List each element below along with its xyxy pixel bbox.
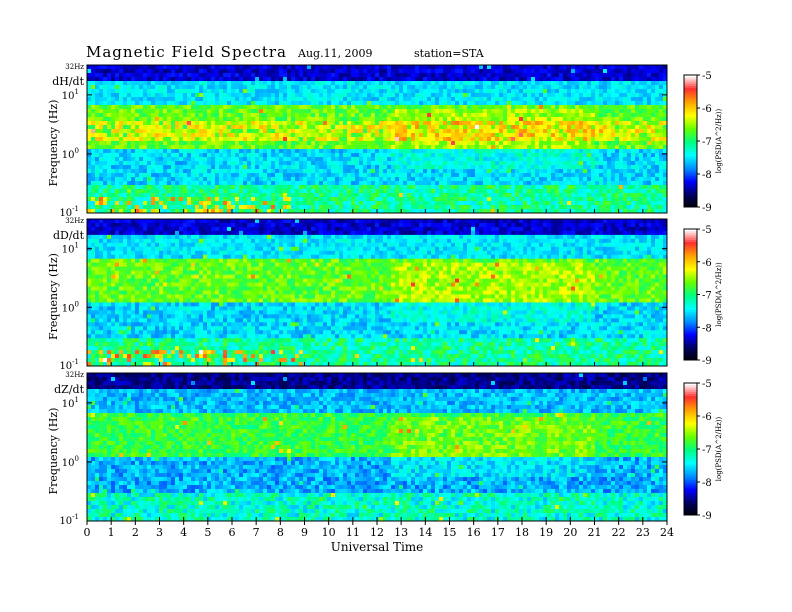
x-tick-label: 4 [180, 526, 187, 539]
x-tick-label: 8 [277, 526, 284, 539]
y-tick-label: 10-1 [59, 205, 79, 219]
x-tick-label: 23 [636, 526, 650, 539]
chart-title: Magnetic Field Spectra [86, 43, 287, 61]
y-tick-label: 101 [62, 242, 79, 256]
colorbar-tick-label: -6 [702, 412, 712, 423]
y-tick-label: 10-1 [59, 358, 79, 372]
y-top-label: 32Hz [65, 371, 84, 379]
x-tick-label: 19 [539, 526, 553, 539]
colorbar-tick-label: -7 [702, 137, 712, 148]
x-tick-label: 1 [108, 526, 115, 539]
colorbar-label: log(PSD(A^2/Hz)) [715, 416, 723, 481]
colorbar-tick-label: -7 [702, 291, 712, 302]
x-tick-label: 15 [443, 526, 457, 539]
colorbar-tick-label: -8 [702, 170, 712, 181]
x-axis-label: Universal Time [331, 540, 424, 554]
x-tick-label: 12 [370, 526, 384, 539]
y-axis-label: Frequency (Hz) [47, 408, 60, 495]
x-tick-label: 3 [156, 526, 163, 539]
colorbar-tick-label: -8 [702, 323, 712, 334]
colorbar-label: log(PSD(A^2/Hz)) [715, 262, 723, 327]
colorbar-3: -5 -6 -7 -8 -9 log(PSD(A^2/Hz)) [683, 379, 723, 522]
panel-label: dD/dt [53, 229, 85, 242]
y-tick-label: 100 [62, 455, 79, 469]
x-tick-label: 5 [204, 526, 211, 539]
spectrogram-cells [87, 65, 668, 214]
chart-date: Aug.11, 2009 [298, 47, 373, 60]
spectrogram-panel-3: dZ/dt 32Hz 101 100 10-1 Frequency (Hz) [47, 371, 668, 527]
x-tick-label: 24 [660, 526, 674, 539]
y-top-label: 32Hz [65, 217, 84, 225]
colorbar-tick-label: -5 [702, 225, 712, 236]
x-tick-label: 11 [346, 526, 360, 539]
x-tick-label: 18 [515, 526, 529, 539]
colorbar-tick-label: -5 [702, 71, 712, 82]
x-tick-label: 20 [563, 526, 577, 539]
x-tick-label: 6 [229, 526, 236, 539]
colorbar-tick-label: -6 [702, 104, 712, 115]
y-tick-label: 100 [62, 300, 79, 314]
colorbar-tick-label: -8 [702, 478, 712, 489]
colorbar-tick-label: -7 [702, 445, 712, 456]
spectrogram-cells [87, 219, 668, 367]
y-tick-label: 101 [62, 88, 79, 102]
colorbar-tick-label: -9 [702, 203, 712, 214]
colorbar-1: -5 -6 -7 -8 -9 log(PSD(A^2/Hz)) [683, 71, 723, 214]
spectrogram-panel-1: dH/dt 32Hz 101 100 10-1 Frequency (Hz) [47, 63, 668, 219]
x-tick-label: 0 [84, 526, 91, 539]
x-tick-label: 22 [612, 526, 626, 539]
x-tick-label: 21 [588, 526, 602, 539]
x-tick-label: 2 [132, 526, 139, 539]
spectrogram-cells [87, 373, 668, 522]
y-tick-label: 100 [62, 147, 79, 161]
panel-label: dH/dt [52, 75, 84, 88]
x-tick-label: 13 [394, 526, 408, 539]
colorbar-tick-label: -9 [702, 356, 712, 367]
x-tick-label: 9 [301, 526, 308, 539]
spectrogram-panel-2: dD/dt 32Hz 101 100 10-1 Frequency (Hz) [47, 217, 668, 372]
colorbar-label: log(PSD(A^2/Hz)) [715, 108, 723, 173]
x-tick-label: 7 [253, 526, 260, 539]
y-tick-label: 10-1 [59, 513, 79, 527]
y-axis-label: Frequency (Hz) [47, 253, 60, 340]
y-axis-label: Frequency (Hz) [47, 100, 60, 187]
x-tick-label: 10 [322, 526, 336, 539]
y-top-label: 32Hz [65, 63, 84, 71]
colorbar-2: -5 -6 -7 -8 -9 log(PSD(A^2/Hz)) [683, 225, 723, 367]
x-tick-label: 14 [418, 526, 432, 539]
colorbar-tick-label: -9 [702, 511, 712, 522]
chart-station: station=STA [414, 47, 484, 60]
colorbar-tick-label: -6 [702, 258, 712, 269]
colorbar-tick-label: -5 [702, 379, 712, 390]
x-tick-label: 16 [467, 526, 481, 539]
panel-label: dZ/dt [54, 383, 84, 396]
x-tick-label: 17 [491, 526, 505, 539]
y-tick-label: 101 [62, 396, 79, 410]
